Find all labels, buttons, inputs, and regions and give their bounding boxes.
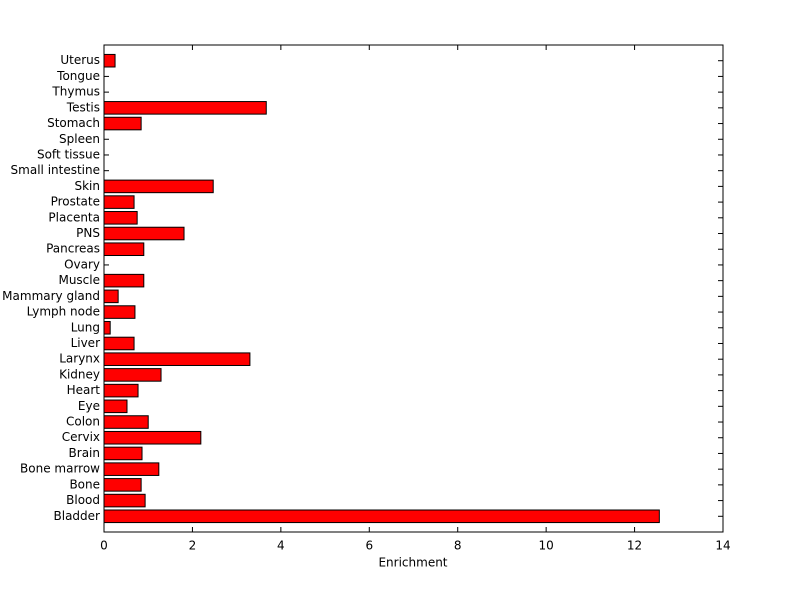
- x-tick-label: 0: [100, 539, 108, 553]
- y-tick-label: Mammary gland: [2, 289, 100, 303]
- y-tick-label: Tongue: [56, 69, 100, 83]
- bar: [103, 289, 119, 304]
- x-tick-label: 6: [365, 539, 373, 553]
- y-tick-label: Muscle: [58, 273, 100, 287]
- y-tick-label: Skin: [74, 179, 100, 193]
- y-tick-label: Heart: [67, 383, 101, 397]
- y-tick-label: Pancreas: [46, 242, 100, 256]
- bar: [103, 53, 116, 68]
- bar: [103, 320, 111, 335]
- y-tick-label: Spleen: [59, 132, 100, 146]
- y-tick-label: Prostate: [51, 195, 100, 209]
- y-tick-label: Lymph node: [27, 305, 100, 319]
- y-tick-label: Kidney: [59, 367, 100, 381]
- plot-frame: [103, 44, 724, 533]
- x-tick-label: 10: [539, 539, 554, 553]
- x-tick-label: 8: [454, 539, 462, 553]
- bar: [103, 242, 145, 257]
- bar: [103, 493, 146, 508]
- bar: [103, 509, 660, 524]
- bar: [103, 116, 142, 131]
- y-tick-label: Cervix: [62, 430, 100, 444]
- y-tick-label: Small intestine: [11, 163, 100, 177]
- y-tick-label: Placenta: [48, 210, 100, 224]
- y-tick-label: Testis: [66, 100, 100, 114]
- y-tick-label: Soft tissue: [37, 147, 100, 161]
- y-tick-label: Liver: [71, 336, 101, 350]
- bar: [103, 446, 143, 461]
- x-tick-label: 14: [715, 539, 730, 553]
- x-tick-label: 2: [189, 539, 197, 553]
- y-tick-label: Colon: [66, 415, 100, 429]
- bar: [103, 195, 135, 209]
- y-tick-label: Stomach: [47, 116, 100, 130]
- y-tick-label: Uterus: [60, 53, 100, 67]
- bar: [103, 462, 160, 476]
- x-axis-label: Enrichment: [378, 556, 447, 570]
- y-tick-label: Lung: [71, 320, 100, 334]
- bar: [103, 226, 185, 241]
- x-tick-label: 4: [277, 539, 285, 553]
- bar: [103, 430, 202, 445]
- y-tick-label: PNS: [76, 226, 100, 240]
- y-tick-label: Bone: [69, 477, 100, 491]
- bar: [103, 101, 267, 115]
- bar: [103, 383, 139, 398]
- y-tick-label: Bone marrow: [20, 462, 100, 476]
- y-tick-label: Brain: [69, 446, 100, 460]
- y-tick-label: Larynx: [59, 352, 100, 366]
- x-tick-label: 12: [627, 539, 642, 553]
- bar: [103, 478, 142, 492]
- bar: [103, 352, 251, 366]
- y-tick-label: Thymus: [51, 85, 100, 99]
- bar: [103, 415, 149, 429]
- bar: [103, 336, 135, 351]
- bar: [103, 179, 214, 194]
- y-tick-label: Blood: [66, 493, 100, 507]
- bar: [103, 399, 128, 414]
- y-tick-label: Ovary: [64, 257, 100, 271]
- bar: [103, 211, 138, 225]
- bar: [103, 368, 162, 382]
- y-tick-label: Eye: [78, 399, 100, 413]
- y-tick-label: Bladder: [54, 509, 101, 523]
- bar: [103, 305, 136, 319]
- bar: [103, 273, 145, 288]
